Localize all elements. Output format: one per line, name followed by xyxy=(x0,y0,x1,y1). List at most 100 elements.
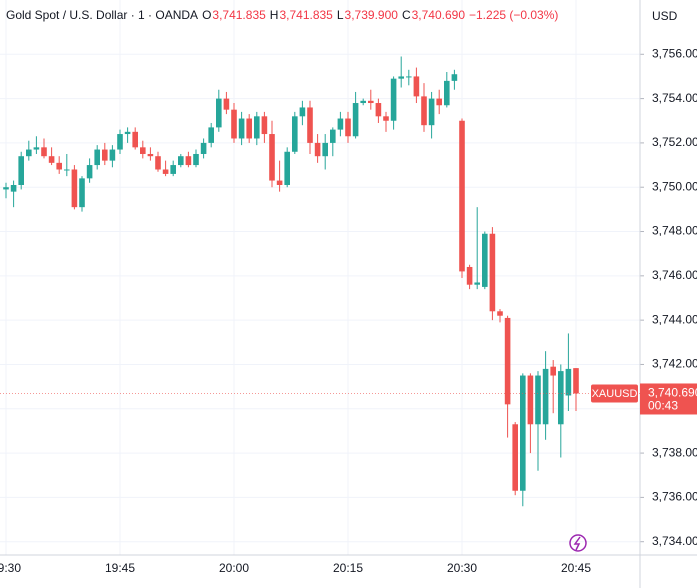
ohlc-key: O xyxy=(202,8,212,22)
candle-body xyxy=(193,153,199,166)
candle-body xyxy=(459,120,465,272)
ohlc-value: 3,741.835 xyxy=(279,8,333,22)
candle-body xyxy=(345,118,351,137)
candle-body xyxy=(314,142,321,157)
y-tick-label: 3,754.000 xyxy=(652,91,697,105)
candle-body xyxy=(216,98,222,128)
x-tick-label: 20:45 xyxy=(561,561,591,575)
candle-body xyxy=(170,165,176,174)
candle-body xyxy=(352,103,359,137)
candle-body xyxy=(147,153,154,157)
ohlc-item: H 3,741.835 xyxy=(270,8,333,22)
candle-body xyxy=(238,118,245,139)
candle-body xyxy=(428,98,435,126)
candle-body xyxy=(482,233,488,287)
candle-body xyxy=(102,149,108,161)
candle-body xyxy=(41,147,47,157)
candle-body xyxy=(132,131,138,148)
icon xyxy=(569,534,587,552)
candle-body xyxy=(406,76,412,78)
candle-body xyxy=(413,76,420,97)
candle-body xyxy=(284,151,290,185)
price-tag xyxy=(640,383,697,415)
chart-title: Gold Spot / U.S. Dollar · 1 · OANDA xyxy=(6,8,199,22)
y-tick-label: 3,734.000 xyxy=(652,534,697,548)
candle-body xyxy=(292,116,298,152)
candle-body xyxy=(330,129,336,143)
grid xyxy=(0,0,640,555)
symbol-tag xyxy=(591,384,638,403)
candle-body xyxy=(451,74,458,81)
candle-body xyxy=(56,162,62,170)
candle-body xyxy=(223,98,230,110)
candle-body xyxy=(117,134,123,150)
y-tick-label: 3,744.000 xyxy=(652,312,697,326)
candle-body xyxy=(124,131,131,135)
candle-body xyxy=(383,116,389,121)
candle-body xyxy=(565,368,572,396)
candle-body xyxy=(527,375,534,425)
candle-body xyxy=(375,103,382,117)
candle-body xyxy=(390,78,397,121)
candle-body xyxy=(79,178,85,208)
ohlc-value: 3,741.835 xyxy=(212,8,266,22)
candle-body xyxy=(368,100,374,104)
candle-body xyxy=(94,149,100,166)
candle-body xyxy=(246,118,252,139)
candle-body xyxy=(254,116,260,139)
y-tick-label: 3,736.000 xyxy=(652,490,697,504)
candle-body xyxy=(178,156,184,166)
candle-body xyxy=(276,180,283,185)
candle-body xyxy=(360,100,366,104)
candle-body xyxy=(33,147,40,150)
candle-body xyxy=(299,107,306,117)
ohlc-value: 3,739.900 xyxy=(344,8,398,22)
candle-body xyxy=(504,317,511,405)
candle-body xyxy=(512,424,518,491)
candle-body xyxy=(398,76,404,79)
candle-body xyxy=(231,109,237,139)
candle-body xyxy=(444,80,450,106)
ohlc-item: C 3,740.690 xyxy=(402,8,465,22)
candle-body xyxy=(466,266,473,285)
y-tick-label: 3,748.000 xyxy=(652,224,697,238)
x-tick-label: 20:15 xyxy=(333,561,363,575)
candle-body xyxy=(322,142,328,157)
candle-body xyxy=(474,282,480,285)
ohlc-item: O 3,741.835 xyxy=(202,8,266,22)
candle-body xyxy=(109,149,116,161)
y-unit: USD xyxy=(652,9,678,23)
candle-body xyxy=(261,116,268,135)
candle-body xyxy=(155,156,161,170)
candle-body xyxy=(269,134,275,181)
candle-body xyxy=(337,118,344,130)
candle-body xyxy=(48,156,55,163)
change: −1.225 (−0.03%) xyxy=(469,8,559,22)
candle-body xyxy=(162,169,169,174)
candle-body xyxy=(542,368,549,425)
candle-body xyxy=(550,366,556,376)
candle-body xyxy=(26,149,32,157)
candle-body xyxy=(185,156,192,166)
candle-body xyxy=(3,187,9,190)
symbol-tag-label: XAUUSD xyxy=(592,388,638,400)
candle-body xyxy=(10,185,17,192)
candle-body xyxy=(71,169,78,208)
candle-body xyxy=(558,371,564,425)
candle-body xyxy=(140,147,146,154)
x-tick-label: 19:30 xyxy=(0,561,21,575)
candle-body xyxy=(64,169,70,171)
chart-header: Gold Spot / U.S. Dollar · 1 · OANDA O 3,7… xyxy=(6,8,558,22)
x-tick-label: 20:00 xyxy=(219,561,249,575)
candle-body xyxy=(436,98,442,106)
candle-body xyxy=(208,127,214,143)
y-tick-label: 3,752.000 xyxy=(652,135,697,149)
candle-body xyxy=(18,156,24,185)
y-tick-label: 3,750.000 xyxy=(652,179,697,193)
x-tick-label: 20:30 xyxy=(447,561,477,575)
ohlc-value: 3,740.690 xyxy=(411,8,465,22)
x-tick-label: 19:45 xyxy=(105,561,135,575)
candle-body xyxy=(421,96,427,126)
candle-body xyxy=(520,375,526,491)
